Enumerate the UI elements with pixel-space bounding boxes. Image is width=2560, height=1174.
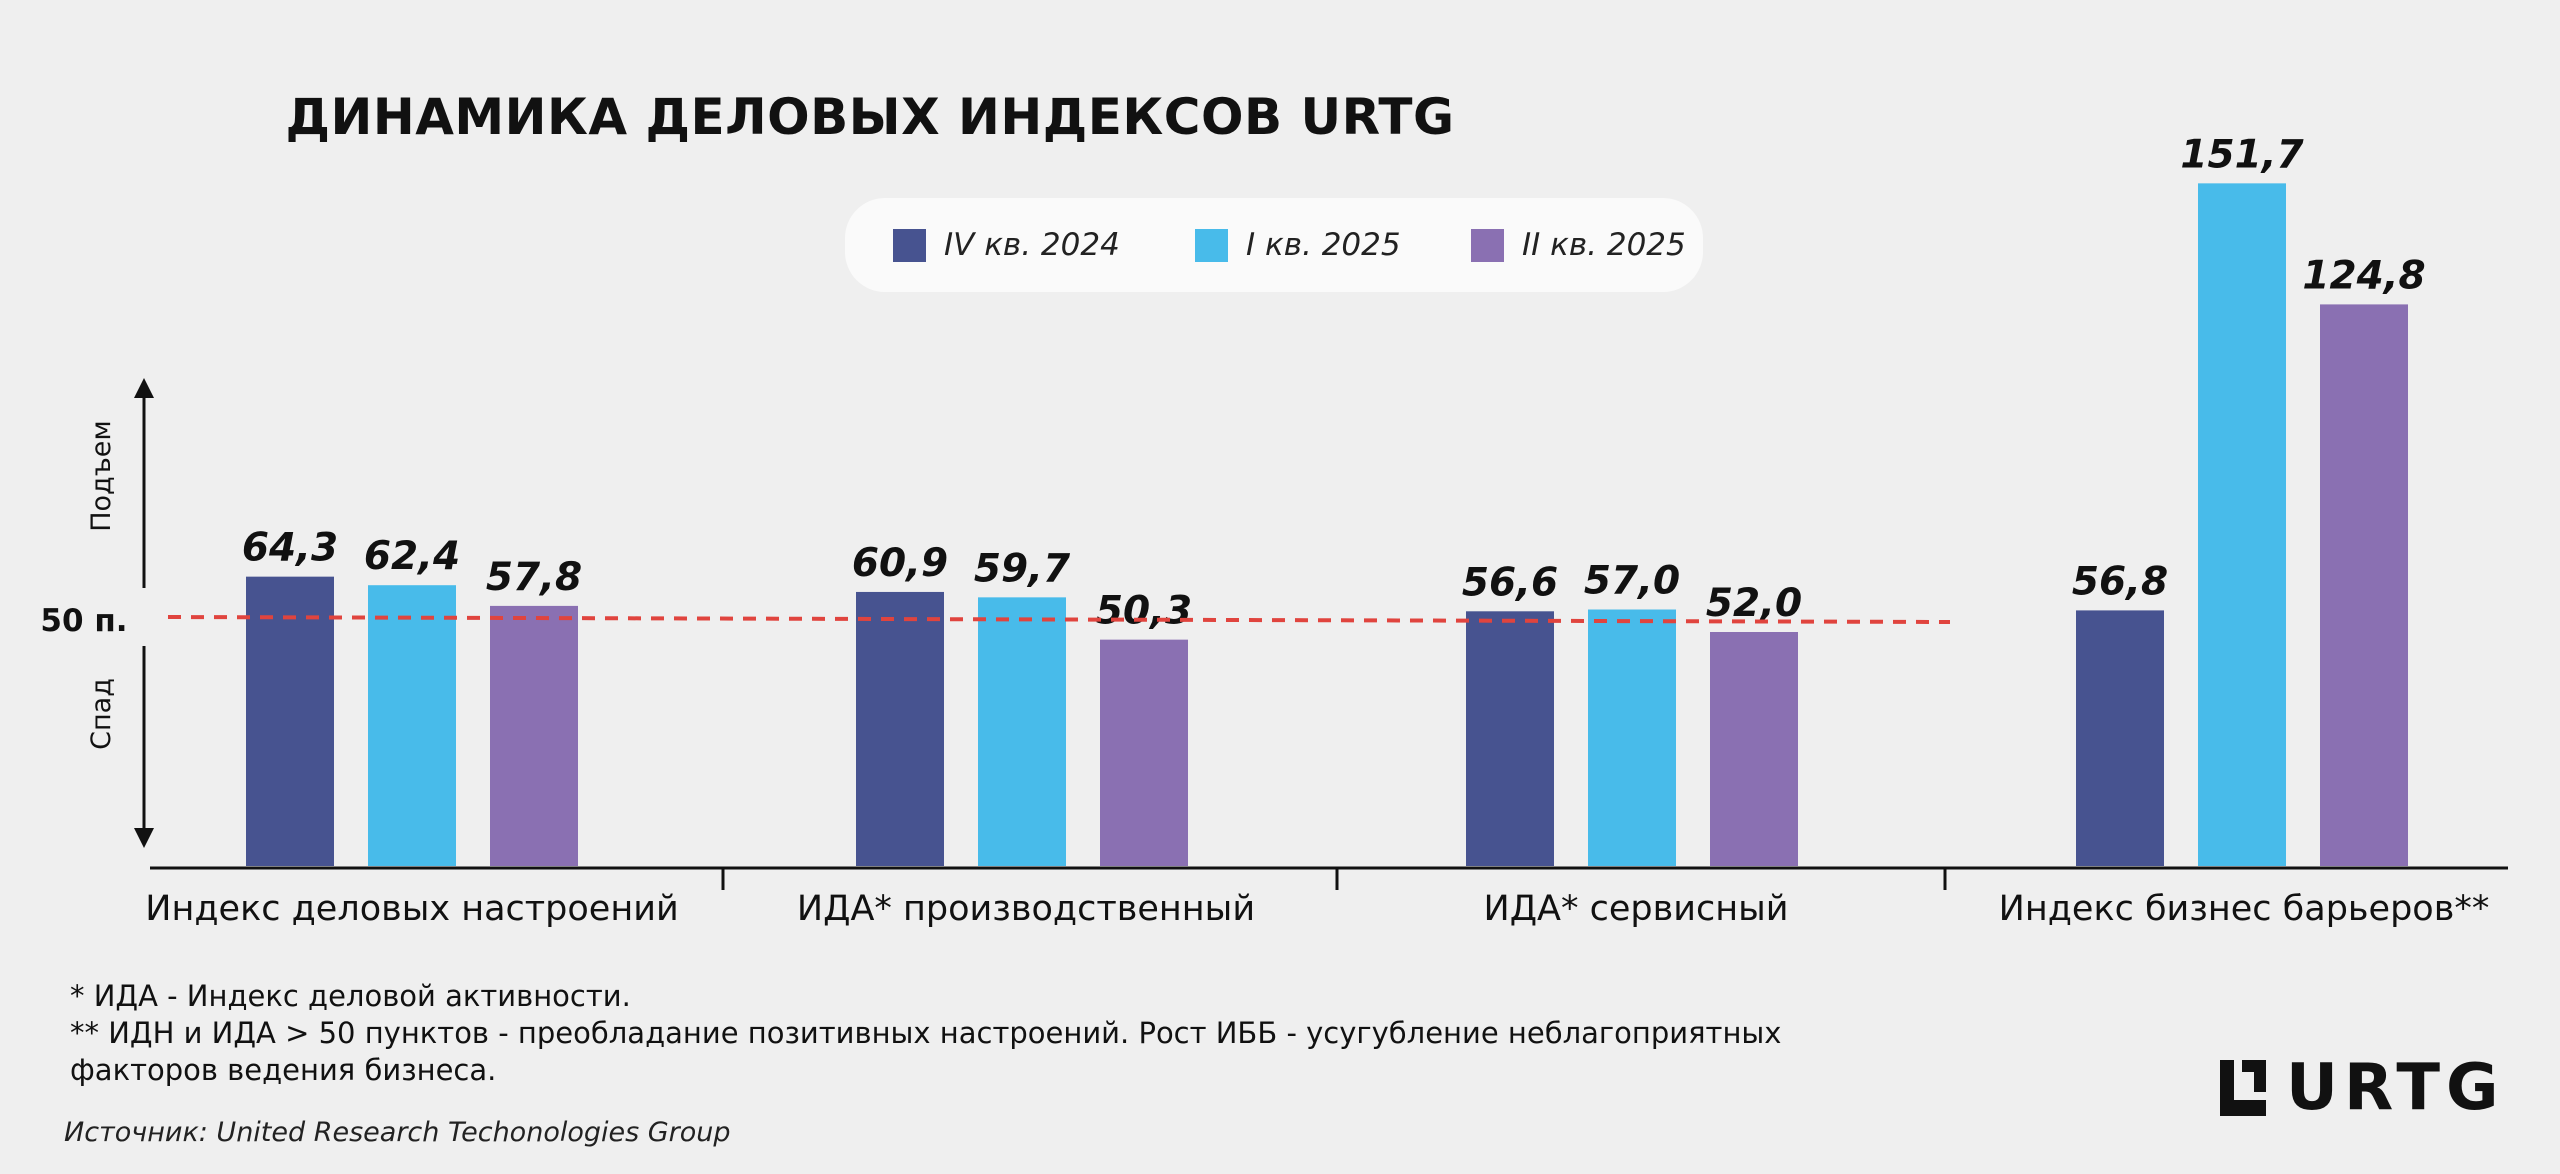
urtg-logo-text: URTG xyxy=(2286,1051,2505,1125)
footnote-2: ** ИДН и ИДА > 50 пунктов - преобладание… xyxy=(70,1016,1782,1050)
reference-line-label: 50 п. xyxy=(40,603,127,639)
bar-q1-2025-cat2 xyxy=(978,597,1066,866)
value-label-q4-2024-cat4: 56,8 xyxy=(2072,559,2168,604)
up-arrow-head xyxy=(134,378,154,398)
urtg-logo-mark-icon xyxy=(2220,1060,2266,1116)
down-label: Спад xyxy=(86,678,117,750)
bar-q4-2024-cat4 xyxy=(2076,610,2164,866)
bar-q1-2025-cat4 xyxy=(2198,183,2286,867)
legend-label-q2-2025: II кв. 2025 xyxy=(1522,227,1686,263)
category-labels-group: Индекс деловых настроений ИДА* производст… xyxy=(145,889,2489,929)
value-label-q2-2025-cat4: 124,8 xyxy=(2302,253,2425,298)
bar-q2-2025-cat1 xyxy=(490,605,578,866)
value-label-q4-2024-cat2: 60,9 xyxy=(852,541,948,586)
value-label-q4-2024-cat3: 56,6 xyxy=(1462,560,1558,605)
value-label-q2-2025-cat3: 52,0 xyxy=(1706,581,1802,626)
legend-swatch-q2-2025 xyxy=(1471,228,1504,262)
footnotes: * ИДА - Индекс деловой активности. ** ИД… xyxy=(70,978,1970,1089)
bar-q4-2024-cat3 xyxy=(1466,611,1554,866)
category-label-4: Индекс бизнес барьеров** xyxy=(1999,889,2490,929)
category-label-3: ИДА* сервисный xyxy=(1484,889,1789,929)
legend-item-q4-2024: IV кв. 2024 xyxy=(893,198,1120,292)
bar-q2-2025-cat2 xyxy=(1100,639,1188,866)
category-label-2: ИДА* производственный xyxy=(797,889,1255,929)
bar-q1-2025-cat1 xyxy=(368,585,456,866)
urtg-logo: URTG xyxy=(2216,1051,2505,1125)
legend-label-q1-2025: I кв. 2025 xyxy=(1246,227,1401,263)
legend: IV кв. 2024 I кв. 2025 II кв. 2025 xyxy=(845,198,1703,292)
value-label-q2-2025-cat2: 50,3 xyxy=(1096,589,1192,634)
down-arrow-head xyxy=(134,828,154,848)
value-label-q1-2025-cat3: 57,0 xyxy=(1584,559,1680,604)
legend-swatch-q1-2025 xyxy=(1195,228,1228,262)
bars-group xyxy=(246,183,2408,867)
footnote-1: * ИДА - Индекс деловой активности. xyxy=(70,979,631,1013)
legend-item-q1-2025: I кв. 2025 xyxy=(1195,198,1401,292)
value-label-q1-2025-cat4: 151,7 xyxy=(2180,132,2304,177)
category-label-1: Индекс деловых настроений xyxy=(145,889,678,929)
legend-swatch-q4-2024 xyxy=(893,228,926,262)
bar-q2-2025-cat3 xyxy=(1710,632,1798,866)
up-label: Подъем xyxy=(86,420,117,532)
bar-q1-2025-cat3 xyxy=(1588,609,1676,866)
value-label-q1-2025-cat2: 59,7 xyxy=(974,546,1071,591)
value-label-q1-2025-cat1: 62,4 xyxy=(364,534,460,579)
footnote-3: факторов ведения бизнеса. xyxy=(70,1053,497,1087)
value-label-q4-2024-cat1: 64,3 xyxy=(242,526,338,571)
legend-label-q4-2024: IV кв. 2024 xyxy=(944,227,1120,263)
bar-q2-2025-cat4 xyxy=(2320,304,2408,866)
value-label-q2-2025-cat1: 57,8 xyxy=(486,555,582,600)
value-labels-group: 64,3 62,4 57,8 60,9 59,7 50,3 56,6 57,0 52,0 56,8… xyxy=(242,132,2426,633)
bar-q4-2024-cat1 xyxy=(246,576,334,866)
source-note: Источник: United Research Techonologies … xyxy=(64,1117,731,1148)
bar-q4-2024-cat2 xyxy=(856,591,944,866)
legend-item-q2-2025: II кв. 2025 xyxy=(1471,198,1686,292)
chart-title: ДИНАМИКА ДЕЛОВЫХ ИНДЕКСОВ URTG xyxy=(285,88,1455,146)
